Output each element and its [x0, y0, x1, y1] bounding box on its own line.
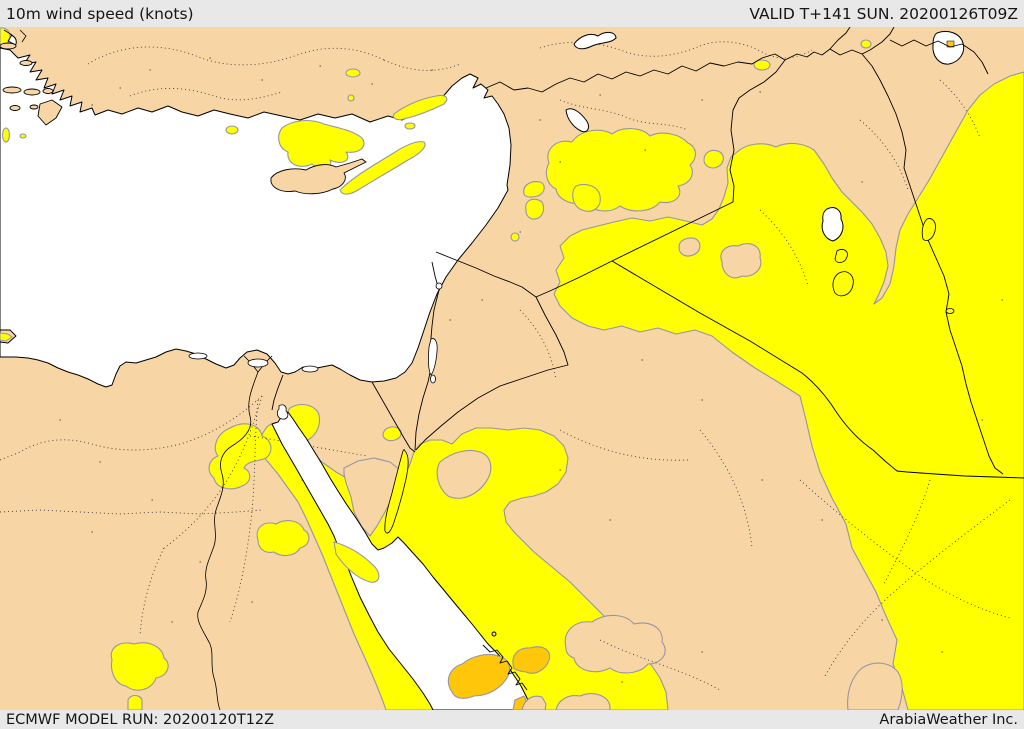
crete-wind: [0, 332, 13, 342]
wind-map: [0, 27, 1024, 710]
sea-of-galilee: [435, 282, 443, 290]
footer-bar: ECMWF MODEL RUN: 20200120T12Z ArabiaWeat…: [0, 710, 1024, 729]
bitter-lakes: [276, 404, 289, 420]
header-bar: 10m wind speed (knots) VALID T+141 SUN. …: [0, 0, 1024, 27]
gulf-of-aqaba: [384, 449, 409, 534]
map-area: [0, 27, 1024, 710]
wind-strong-layer: [447, 646, 551, 710]
credit-label: ArabiaWeather Inc.: [879, 711, 1018, 728]
lake-urmia: [932, 30, 965, 65]
red-sea: [271, 411, 532, 710]
rhodes: [37, 99, 63, 126]
mediterranean-sea: [0, 47, 512, 388]
cyprus: [270, 158, 367, 195]
dead-sea: [428, 338, 438, 376]
islands-layer: [0, 42, 497, 637]
map-specks: [59, 57, 1003, 683]
calm-holes-layer: [343, 237, 903, 710]
valid-time-label: VALID T+141 SUN. 20200126T09Z: [749, 4, 1018, 23]
lakes-layer: [188, 218, 955, 534]
sea-layer: [0, 30, 965, 710]
map-title: 10m wind speed (knots): [6, 4, 194, 23]
model-run-label: ECMWF MODEL RUN: 20200120T12Z: [6, 711, 275, 728]
wind-over-sea-layer: [0, 27, 448, 583]
